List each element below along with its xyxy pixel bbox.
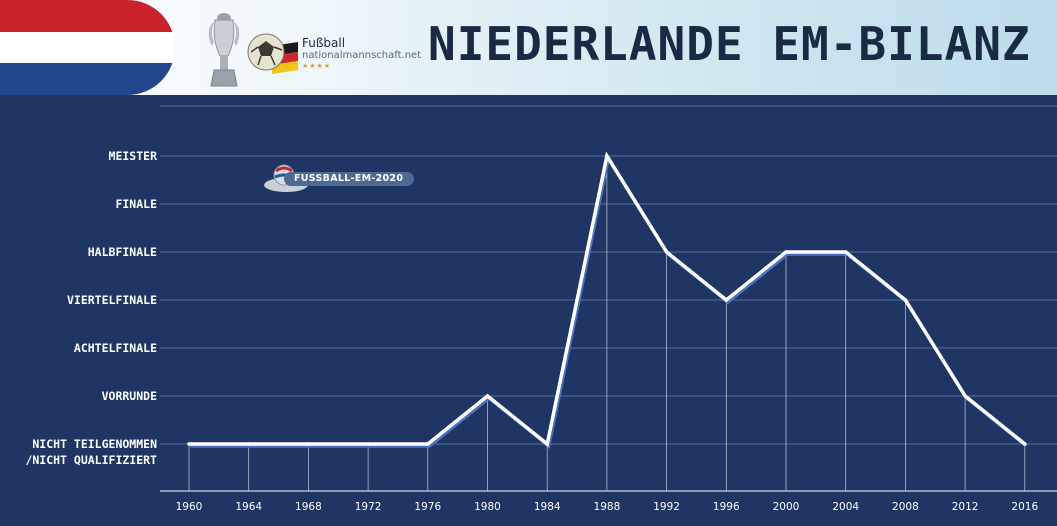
drop-lines (188, 156, 1026, 491)
data-point (903, 298, 908, 302)
grid-layer (160, 105, 1057, 492)
page-title: Niederlande EM-Bilanz (428, 17, 1031, 71)
flag-stripe-blue (0, 63, 175, 95)
series-line-layer (187, 151, 1028, 450)
brand-logo-text: Fußball nationalmannschaft.net ★★★★ (302, 36, 421, 71)
data-point (963, 394, 967, 398)
x-tick-label: 1964 (235, 501, 262, 513)
data-point (545, 442, 549, 446)
data-point (843, 250, 848, 254)
y-tick-label: HALBFINALE (88, 245, 157, 259)
data-point (664, 250, 669, 254)
data-point (485, 394, 490, 398)
x-tick-label: 1996 (713, 501, 740, 513)
x-tick-label: 1992 (653, 501, 680, 513)
data-point (605, 154, 609, 158)
y-tick-label: MEISTER (109, 149, 158, 163)
data-point (426, 442, 430, 446)
x-tick-label: 2012 (952, 501, 979, 513)
series-line-shadow (190, 153, 1028, 450)
watermark-logo: FUSSBALL-EM-2020 (262, 163, 414, 193)
x-tick-labels: 1960 1964 1968 1972 1976 1980 1984 1988 1992 1996… (176, 501, 1039, 513)
x-tick-label: 2004 (832, 501, 859, 513)
y-tick-label: /NICHT QUALIFIZIERT (25, 453, 157, 467)
x-tick-label: 1972 (355, 501, 382, 513)
y-tick-label: NICHT TEILGENOMMEN (32, 437, 157, 451)
data-point (724, 298, 729, 302)
watermark-text: FUSSBALL-EM-2020 (284, 172, 414, 186)
data-point (187, 442, 191, 446)
x-tick-label: 1984 (534, 501, 561, 513)
x-tick-label: 1976 (414, 501, 441, 513)
chart: NICHT TEILGENOMMEN/NICHT QUALIFIZIERT VOR… (25, 105, 1057, 513)
data-point (306, 442, 311, 446)
data-point (366, 442, 370, 446)
brand-line2: nationalmannschaft.net (302, 50, 422, 61)
y-tick-label: FINALE (115, 197, 157, 211)
netherlands-flag-icon (0, 0, 175, 95)
trophy-icon (208, 13, 240, 87)
brand-line1: Fußball (302, 36, 346, 50)
football-germany-flag-icon (247, 33, 298, 74)
data-point (1023, 442, 1027, 446)
x-tick-label: 1960 (176, 501, 203, 513)
header-banner: Fußball nationalmannschaft.net ★★★★ Nied… (0, 0, 1057, 95)
flag-stripe-red (0, 0, 175, 32)
flag-stripe-white (0, 31, 175, 64)
y-tick-label: VORRUNDE (102, 389, 157, 403)
x-tick-label: 1988 (594, 501, 621, 513)
data-point (246, 442, 251, 446)
x-tick-label: 2008 (892, 501, 919, 513)
x-tick-label: 1968 (295, 501, 322, 513)
brand-stars: ★★★★ (302, 62, 332, 70)
x-tick-label: 1980 (474, 501, 501, 513)
x-tick-label: 2000 (773, 501, 800, 513)
x-tick-label: 2016 (1011, 501, 1038, 513)
data-point (784, 250, 788, 254)
y-tick-label: VIERTELFINALE (67, 293, 157, 307)
y-tick-labels: NICHT TEILGENOMMEN/NICHT QUALIFIZIERT VOR… (25, 149, 157, 467)
y-tick-label: ACHTELFINALE (74, 341, 157, 355)
